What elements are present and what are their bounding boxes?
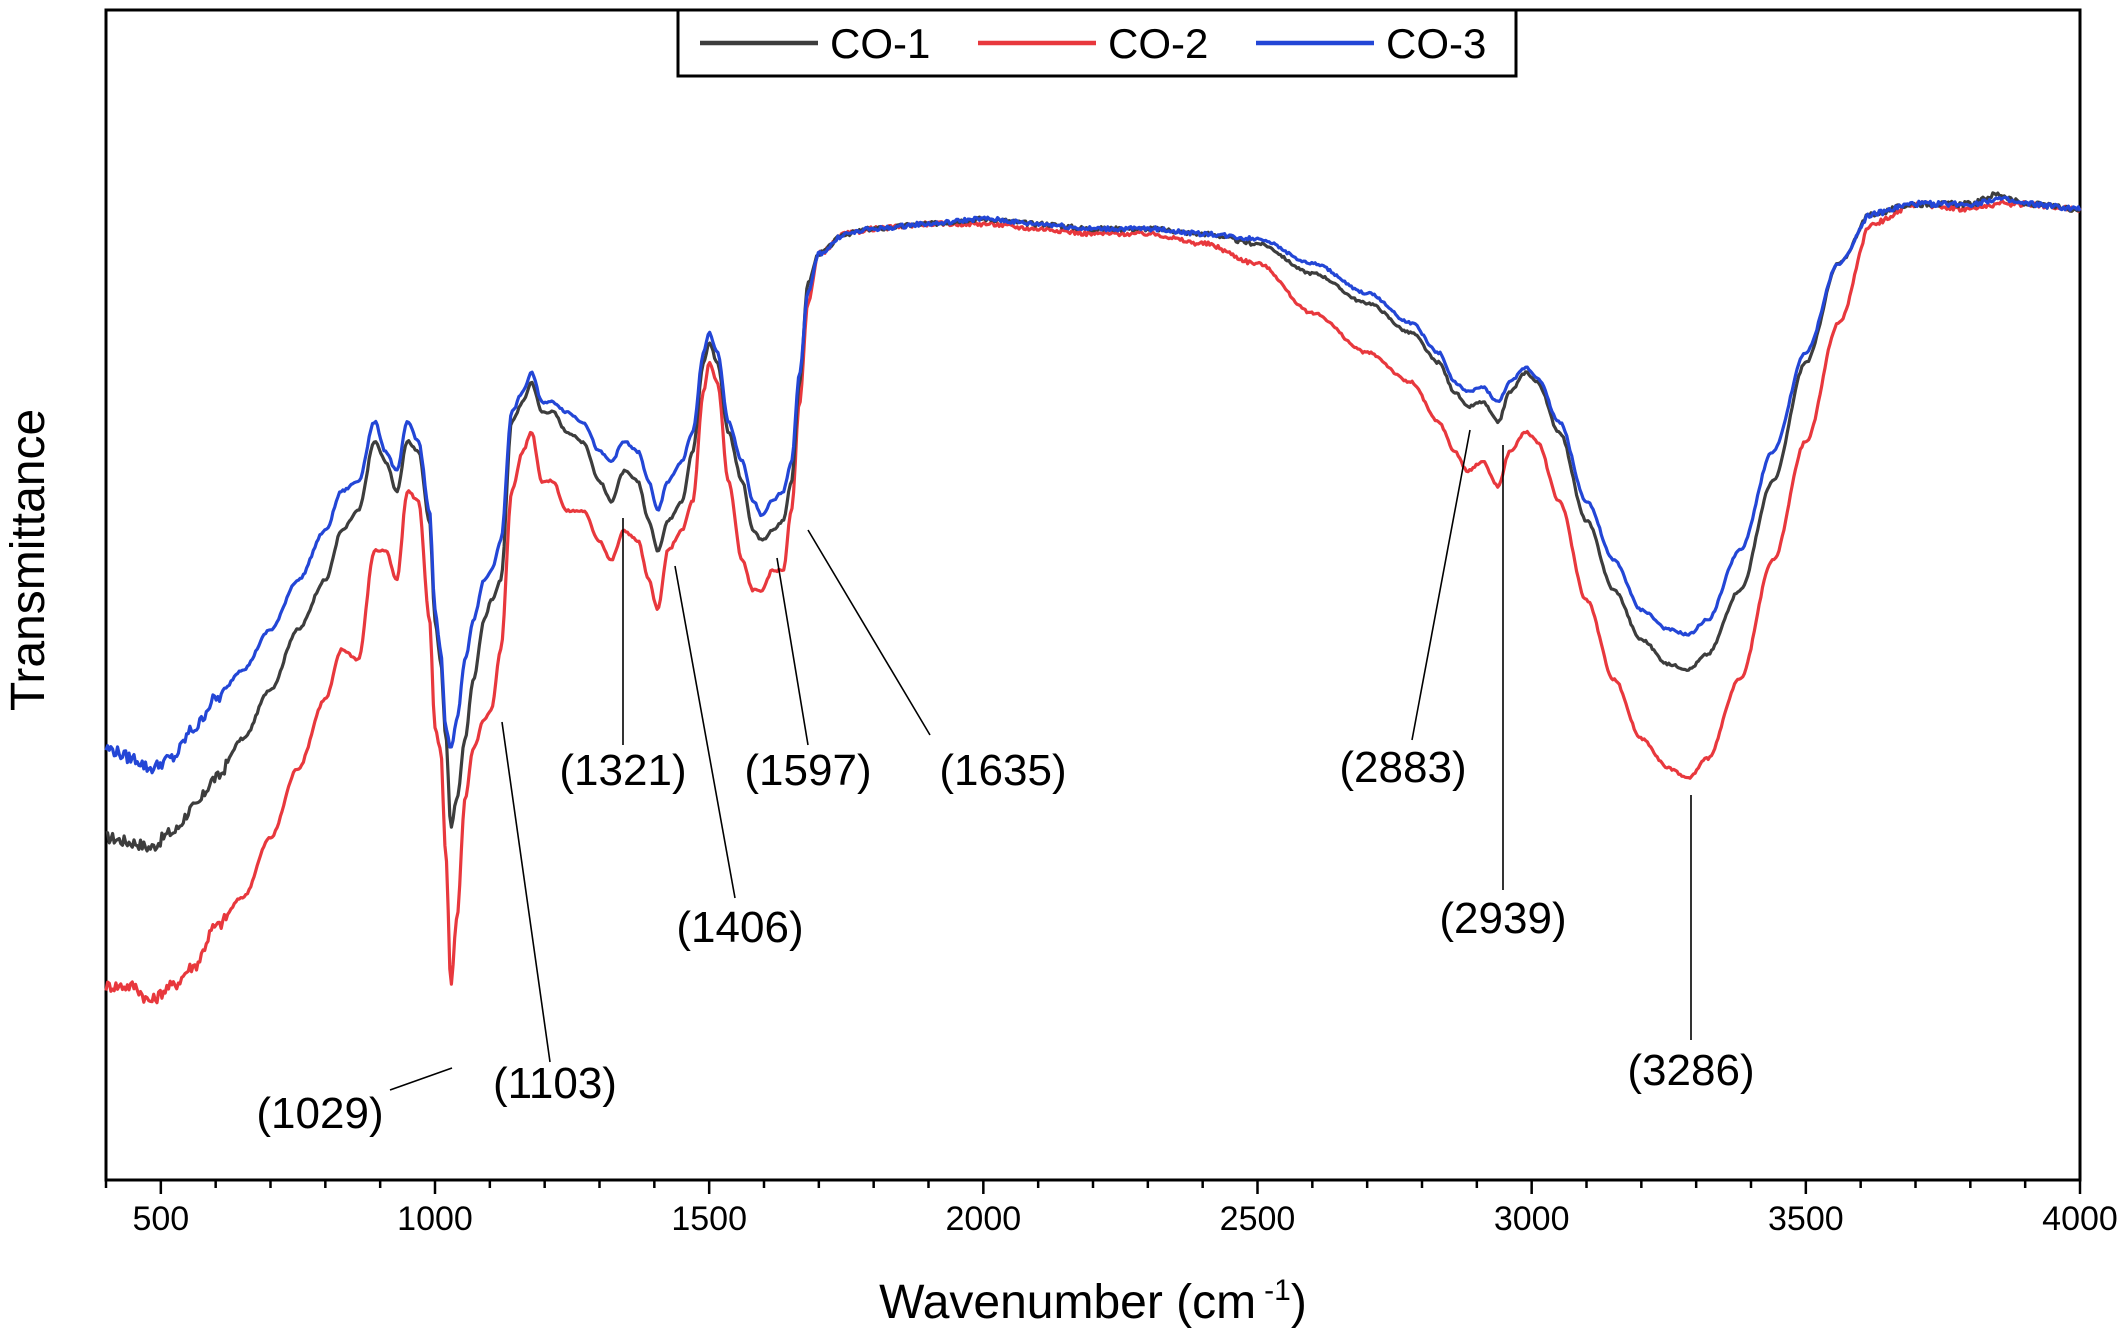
- peak-label: (2883): [1339, 743, 1466, 792]
- peak-label: (1321): [559, 746, 686, 795]
- x-tick-label: 2500: [1220, 1200, 1296, 1238]
- x-tick-label: 2000: [946, 1200, 1022, 1238]
- x-tick-label: 4000: [2042, 1200, 2118, 1238]
- x-tick-label: 1000: [397, 1200, 473, 1238]
- peak-leader-line: [674, 565, 736, 899]
- peak-leader-line: [776, 557, 809, 746]
- legend-label-co-2: CO-2: [1108, 20, 1208, 67]
- series-line-co-1: [105, 191, 2080, 853]
- series-line-co-2: [104, 199, 2082, 1005]
- plot-frame: [104, 8, 2082, 1182]
- x-axis-title: Wavenumber (cm -1): [879, 1274, 1307, 1329]
- peak-leader-line: [389, 1067, 453, 1091]
- peak-label: (1406): [676, 903, 803, 952]
- peak-label: (1029): [256, 1089, 383, 1138]
- x-tick-label: 3500: [1768, 1200, 1844, 1238]
- peak-label: (2939): [1439, 894, 1566, 943]
- peak-leader-line: [807, 529, 931, 736]
- peak-label: (1597): [744, 746, 871, 795]
- peak-leader-line: [1411, 429, 1471, 741]
- annotation-layer: (1029) (1103) (1321) (1406) (1597) (1635) (288…: [256, 429, 1755, 1138]
- x-tick-label: 500: [132, 1200, 189, 1238]
- x-tick-label: 1500: [671, 1200, 747, 1238]
- series-layer: [104, 191, 2082, 1005]
- legend: CO-1 CO-2 CO-3: [676, 8, 1518, 78]
- legend-label-co-1: CO-1: [830, 20, 930, 67]
- peak-label: (1635): [939, 746, 1066, 795]
- series-line-co-3: [104, 195, 2082, 775]
- y-axis-title: Transmittance: [2, 409, 55, 711]
- x-axis: 500 1000 1500 2000 2500 3000 3500 4000: [104, 1180, 2118, 1238]
- peak-label: (1103): [493, 1059, 617, 1108]
- legend-label-co-3: CO-3: [1386, 20, 1486, 67]
- x-tick-label: 3000: [1494, 1200, 1570, 1238]
- peak-leader-line: [501, 721, 551, 1063]
- peak-label: (3286): [1627, 1046, 1754, 1095]
